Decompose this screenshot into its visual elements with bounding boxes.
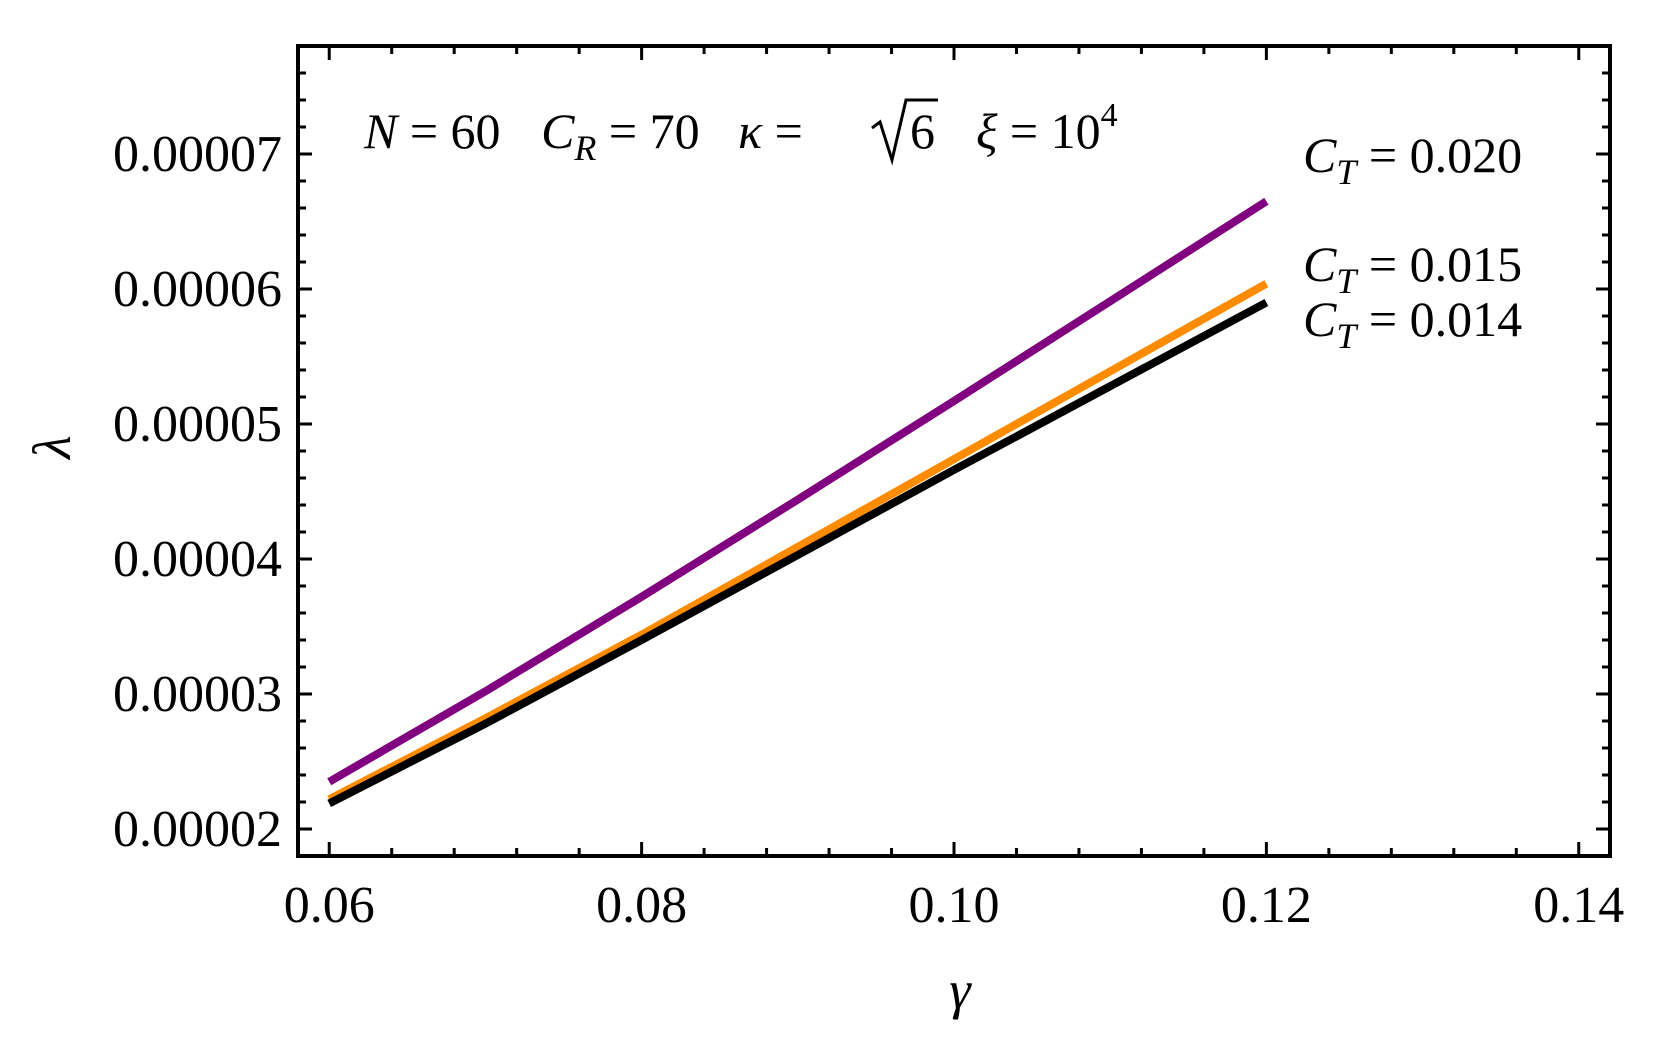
series-label-main: C bbox=[1303, 291, 1337, 347]
series-label-subscript: T bbox=[1336, 152, 1359, 192]
series-label-value: = 0.020 bbox=[1369, 127, 1522, 183]
x-tick-label: 0.10 bbox=[909, 877, 1000, 934]
x-tick-label: 0.08 bbox=[596, 877, 687, 934]
series-layer bbox=[327, 197, 1269, 807]
series-label-main: C bbox=[1303, 236, 1337, 292]
y-tick-label: 0.00007 bbox=[113, 126, 282, 183]
x-tick-label: 0.06 bbox=[284, 877, 375, 934]
annot-kappa: κ bbox=[738, 103, 763, 159]
annot-kappa-equals: = bbox=[775, 103, 803, 159]
annot-CR-subscript: R bbox=[573, 128, 596, 168]
series-line-2 bbox=[327, 298, 1269, 807]
series-line-0 bbox=[327, 197, 1269, 786]
parameter-annotation: N = 60 CR = 70 κ = bbox=[363, 103, 803, 171]
series-label-value: = 0.015 bbox=[1369, 236, 1522, 292]
y-tick-label: 0.00003 bbox=[113, 666, 282, 723]
y-tick-label: 0.00004 bbox=[113, 531, 282, 588]
y-tick-label: 0.00002 bbox=[113, 801, 282, 858]
series-label-subscript: T bbox=[1336, 261, 1359, 301]
series-line-1 bbox=[327, 280, 1269, 803]
sqrt-sign bbox=[871, 98, 938, 166]
series-label-ct-0014: CT = 0.014 bbox=[1303, 291, 1522, 359]
x-tick-label: 0.12 bbox=[1221, 877, 1312, 934]
series-label-subscript: T bbox=[1336, 316, 1359, 356]
y-tick-label: 0.00006 bbox=[113, 261, 282, 318]
x-axis-label: γ bbox=[949, 960, 972, 1020]
annot-xi-value: = 10 bbox=[1010, 103, 1101, 159]
annot-xi-group: ξ = 104 bbox=[976, 97, 1118, 159]
annot-N-value: = 60 bbox=[410, 103, 501, 159]
series-label-main: C bbox=[1303, 127, 1337, 183]
annot-N: N bbox=[363, 103, 400, 159]
annot-CR: C bbox=[541, 103, 575, 159]
annot-CR-value: = 70 bbox=[609, 103, 700, 159]
series-label-ct-0020: CT = 0.020 bbox=[1303, 127, 1522, 195]
annot-kappa-value: 6 bbox=[910, 103, 935, 159]
annot-xi: ξ bbox=[976, 103, 998, 159]
series-label-value: = 0.014 bbox=[1369, 291, 1522, 347]
y-tick-label: 0.00005 bbox=[113, 396, 282, 453]
annot-xi-exponent: 4 bbox=[1101, 97, 1118, 134]
y-axis-label: λ bbox=[22, 435, 82, 460]
tick-labels-layer: 0.06 0.08 0.10 0.12 0.14 0.00002 0.00003 0.0000… bbox=[113, 126, 1624, 934]
plot-frame bbox=[296, 44, 1612, 858]
series-label-ct-0015: CT = 0.015 bbox=[1303, 236, 1522, 304]
x-tick-label: 0.14 bbox=[1533, 877, 1624, 934]
